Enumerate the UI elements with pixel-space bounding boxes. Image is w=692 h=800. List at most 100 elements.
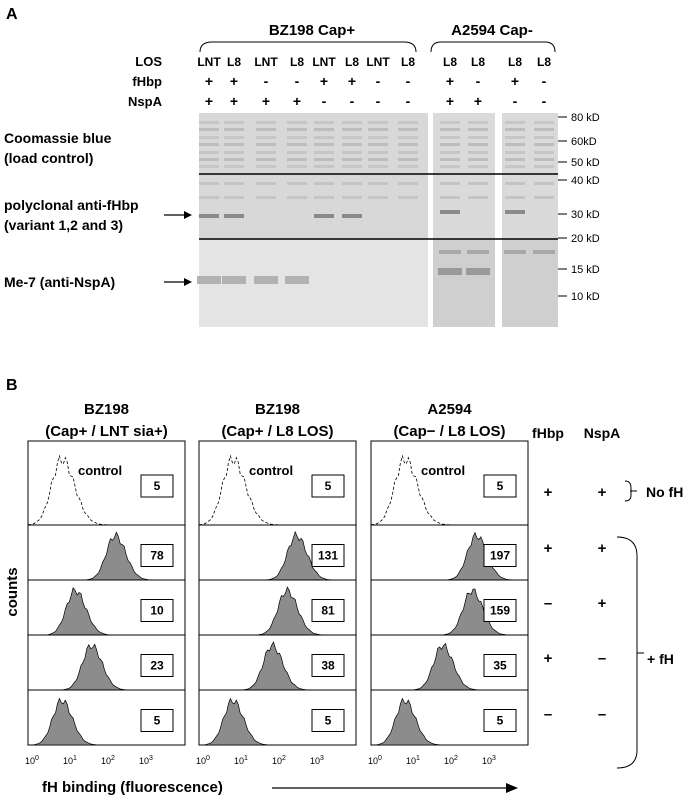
- fhbp-band: [224, 214, 244, 218]
- mfi-box: [311, 544, 345, 567]
- background-band: [440, 182, 460, 185]
- group-title-a2594: A2594 Cap-: [451, 22, 533, 39]
- fhbp-band: [314, 214, 334, 218]
- marker-label: 40 kD: [571, 175, 600, 187]
- row-nspa-sign: –: [598, 650, 606, 667]
- row-nspa-sign: +: [598, 484, 607, 501]
- mfi-box: [140, 544, 174, 567]
- fhbp-band: [440, 210, 460, 214]
- background-band: [505, 182, 525, 185]
- background-band: [468, 182, 488, 185]
- row-header-fhbp: fHbp: [132, 74, 162, 89]
- row-fhbp-sign: +: [544, 650, 553, 667]
- mfi-box: [140, 474, 174, 498]
- coomassie-band: [505, 151, 525, 154]
- background-band: [224, 196, 244, 199]
- lane-nspa-sign: +: [205, 93, 213, 109]
- mfi-value: 78: [150, 549, 164, 563]
- x-tick-label: 101: [63, 755, 77, 766]
- coomassie-band: [468, 143, 488, 146]
- lane-nspa-sign: +: [446, 93, 454, 109]
- lane-los-label: LNT: [197, 55, 221, 69]
- coomassie-band: [505, 165, 525, 168]
- coomassie-band: [505, 128, 525, 131]
- coomassie-band: [199, 165, 219, 168]
- lane-los-label: L8: [471, 55, 485, 69]
- lane-los-label: L8: [227, 55, 241, 69]
- lane-nspa-sign: -: [542, 93, 547, 109]
- mfi-value: 35: [493, 659, 507, 673]
- group-title-bz198: BZ198 Cap+: [269, 22, 356, 39]
- mfi-box: [483, 599, 517, 622]
- coomassie-band: [199, 143, 219, 146]
- row-fhbp-sign: –: [544, 706, 552, 723]
- coomassie-band: [398, 165, 418, 168]
- marker-label: 15 kD: [571, 264, 600, 276]
- mfi-value: 5: [325, 479, 332, 493]
- coomassie-band: [199, 128, 219, 131]
- section-label-coomassie-2: (load control): [4, 150, 93, 166]
- nspa-band: [222, 276, 246, 284]
- panel-a-label: A: [6, 6, 18, 23]
- mfi-value: 81: [321, 604, 335, 618]
- lane-nspa-sign: -: [376, 93, 381, 109]
- background-band: [534, 196, 554, 199]
- coomassie-band: [468, 121, 488, 124]
- lane-fhbp-sign: +: [205, 73, 213, 89]
- coomassie-band: [256, 151, 276, 154]
- lane-fhbp-sign: +: [348, 73, 356, 89]
- mfi-box: [140, 709, 174, 732]
- coomassie-band: [398, 158, 418, 161]
- row-header-los: LOS: [135, 54, 162, 69]
- y-axis-label: counts: [4, 567, 21, 616]
- mfi-value: 10: [150, 604, 164, 618]
- label-no-fh: No fH: [646, 484, 683, 500]
- coomassie-band: [314, 128, 334, 131]
- lane-fhbp-sign: +: [511, 73, 519, 89]
- coomassie-band: [440, 121, 460, 124]
- mfi-value: 5: [154, 479, 161, 493]
- section-label-coomassie-1: Coomassie blue: [4, 130, 112, 146]
- mfi-value: 5: [154, 714, 161, 728]
- column-subtitle: (Cap+ / L8 LOS): [221, 423, 333, 440]
- x-tick-label: 102: [101, 755, 115, 766]
- x-tick-label: 100: [25, 755, 39, 766]
- coomassie-band: [440, 165, 460, 168]
- coomassie-band: [342, 151, 362, 154]
- coomassie-band: [398, 128, 418, 131]
- lane-los-label: LNT: [254, 55, 278, 69]
- coomassie-band: [505, 158, 525, 161]
- mfi-box: [483, 474, 517, 498]
- fh-histogram: [198, 697, 356, 746]
- lane-nspa-sign: -: [406, 93, 411, 109]
- coomassie-band: [440, 151, 460, 154]
- coomassie-band: [468, 158, 488, 161]
- coomassie-band: [534, 165, 554, 168]
- coomassie-band: [342, 136, 362, 139]
- panel-b-label: B: [6, 377, 18, 394]
- mfi-box: [311, 654, 345, 677]
- coomassie-band: [314, 121, 334, 124]
- x-tick-label: 100: [196, 755, 210, 766]
- coomassie-band: [534, 143, 554, 146]
- coomassie-band: [368, 158, 388, 161]
- group-bracket-a2594: [430, 41, 556, 53]
- mfi-value: 197: [490, 549, 510, 563]
- coomassie-band: [398, 143, 418, 146]
- nspa-band: [254, 276, 278, 284]
- coomassie-band: [534, 158, 554, 161]
- coomassie-band: [368, 136, 388, 139]
- coomassie-band: [224, 143, 244, 146]
- fhbp-band: [505, 210, 525, 214]
- mfi-value: 5: [325, 714, 332, 728]
- molecular-weight-markers: 80 kD 60kD 50 kD 40 kD 30 kD 20 kD 15 kD 10 kD: [558, 112, 600, 303]
- coomassie-band: [440, 136, 460, 139]
- background-band: [256, 196, 276, 199]
- x-tick-label: 100: [368, 755, 382, 766]
- background-band: [504, 250, 526, 254]
- coomassie-band: [224, 151, 244, 154]
- lane-fhbp-sign: +: [446, 73, 454, 89]
- lane-los-label: LNT: [366, 55, 390, 69]
- coomassie-band: [534, 151, 554, 154]
- coomassie-band: [534, 136, 554, 139]
